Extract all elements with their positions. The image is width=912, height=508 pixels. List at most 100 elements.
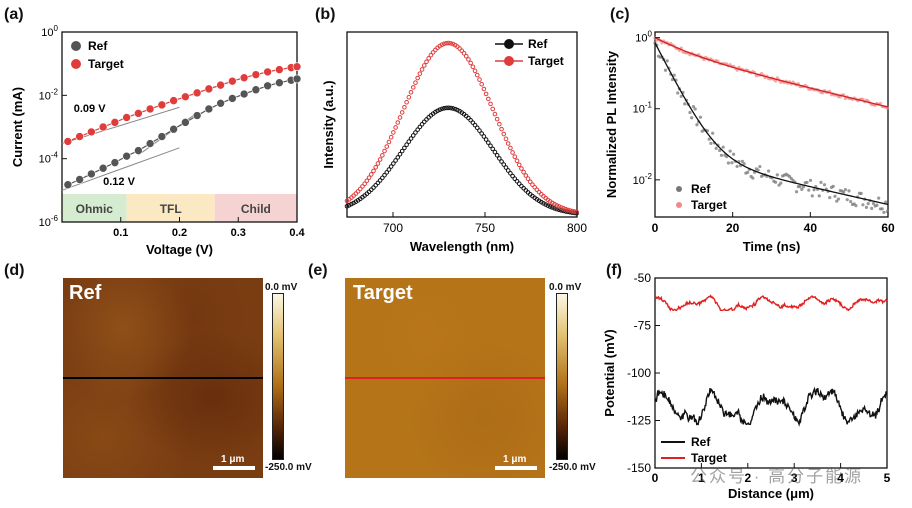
x-tick-label: 40	[804, 221, 818, 235]
data-point-ref	[859, 191, 863, 196]
data-point-ref	[870, 206, 874, 210]
data-point-ref	[798, 184, 802, 189]
data-point-target	[556, 204, 562, 209]
data-point-ref	[800, 187, 804, 191]
data-point-target	[514, 158, 520, 164]
x-tick-label: 0.4	[289, 227, 305, 239]
data-point-target	[192, 88, 202, 98]
data-point-ref	[477, 128, 482, 133]
legend-label: Ref	[528, 37, 548, 51]
data-point-target	[228, 76, 237, 86]
data-point-target	[446, 40, 451, 46]
data-point-target	[216, 80, 225, 90]
data-point-target	[821, 91, 825, 95]
line-profile-ref	[63, 377, 263, 379]
data-point-ref	[543, 202, 549, 207]
data-point-ref	[388, 164, 394, 169]
data-point-ref	[871, 201, 876, 206]
data-point-ref	[866, 201, 870, 206]
data-point-target	[145, 104, 155, 114]
data-point-ref	[492, 149, 498, 155]
fit-line-ref-tfl	[138, 112, 198, 156]
colorbar-top-target: 0.0 mV	[549, 282, 582, 293]
data-point-ref	[488, 143, 493, 149]
data-point-ref	[817, 194, 821, 198]
scalebar-target	[495, 466, 537, 470]
data-point-ref	[181, 118, 190, 127]
data-point-ref	[408, 136, 414, 141]
region-label: Child	[241, 202, 271, 216]
y-axis-title: Potential (mV)	[602, 329, 617, 416]
data-point-ref	[169, 124, 178, 134]
data-point-ref	[864, 205, 869, 209]
chart-c: Ref Target 0 20 40 60 10-2 10-1 100 Time (ns) Norm…	[604, 30, 895, 254]
region-ohmic	[62, 194, 127, 222]
data-point-ref	[672, 73, 676, 77]
data-point-ref	[683, 102, 687, 106]
data-point-ref	[698, 115, 703, 119]
data-point-ref	[758, 164, 762, 169]
data-point-ref	[808, 178, 813, 182]
data-point-target	[364, 178, 370, 184]
data-point-target	[523, 173, 529, 178]
data-point-ref	[472, 122, 478, 128]
legend-label: Ref	[88, 39, 108, 53]
data-point-target	[448, 41, 454, 46]
data-point-ref	[239, 89, 249, 99]
data-point-target	[472, 68, 478, 74]
data-point-target	[567, 208, 573, 213]
x-tick-label: 0.3	[231, 227, 246, 239]
data-point-ref	[424, 117, 429, 122]
data-point-target	[169, 96, 178, 105]
data-point-ref	[437, 107, 443, 113]
legend-label: Target	[528, 54, 564, 68]
y-tick-label: 10-1	[633, 101, 653, 116]
data-point-ref	[725, 155, 729, 159]
data-point-ref	[483, 137, 489, 142]
data-point-ref	[503, 165, 509, 170]
fit-curve-ref	[654, 42, 889, 206]
data-point-ref	[836, 197, 841, 201]
data-point-target	[98, 122, 108, 132]
chart-a: Ohmic TFL Child 0.09 V 0.12 V Ref Target 0.1 0.2…	[10, 24, 306, 257]
data-point-ref	[216, 99, 225, 108]
data-point-target	[444, 40, 449, 46]
y-tick-label: 100	[41, 24, 58, 39]
colorbar-ref	[272, 293, 284, 460]
data-point-ref	[833, 194, 837, 198]
data-point-target	[530, 182, 535, 187]
data-point-ref	[766, 169, 771, 173]
data-point-target	[181, 92, 190, 102]
data-point-target	[380, 153, 385, 158]
data-point-ref	[735, 164, 739, 168]
data-point-target	[424, 59, 429, 65]
data-point-ref	[441, 105, 447, 111]
legend-label: Target	[88, 57, 124, 71]
data-point-ref	[847, 189, 851, 193]
data-point-target	[382, 148, 387, 154]
data-point-ref	[711, 131, 715, 135]
data-point-target	[474, 72, 480, 78]
data-point-target	[371, 168, 376, 174]
data-point-ref	[751, 176, 755, 180]
data-point-ref	[663, 68, 668, 72]
data-point-ref	[510, 173, 515, 179]
data-point-target	[406, 94, 412, 100]
x-tick-label: 800	[567, 221, 587, 235]
data-point-target	[488, 101, 493, 107]
data-point-target	[428, 52, 434, 58]
data-point-ref	[145, 139, 155, 148]
data-point-ref	[514, 178, 520, 184]
region-tfl	[126, 194, 215, 222]
data-point-ref	[861, 203, 865, 207]
data-point-ref	[805, 180, 809, 185]
data-point-target	[512, 154, 518, 160]
data-point-target	[527, 179, 533, 185]
data-point-ref	[377, 178, 383, 183]
data-point-ref	[397, 151, 403, 157]
data-point-target	[373, 164, 379, 170]
x-tick-label: 2	[744, 471, 751, 485]
data-point-ref	[691, 104, 696, 109]
colorbar-target	[556, 293, 568, 460]
data-point-ref	[346, 202, 352, 208]
